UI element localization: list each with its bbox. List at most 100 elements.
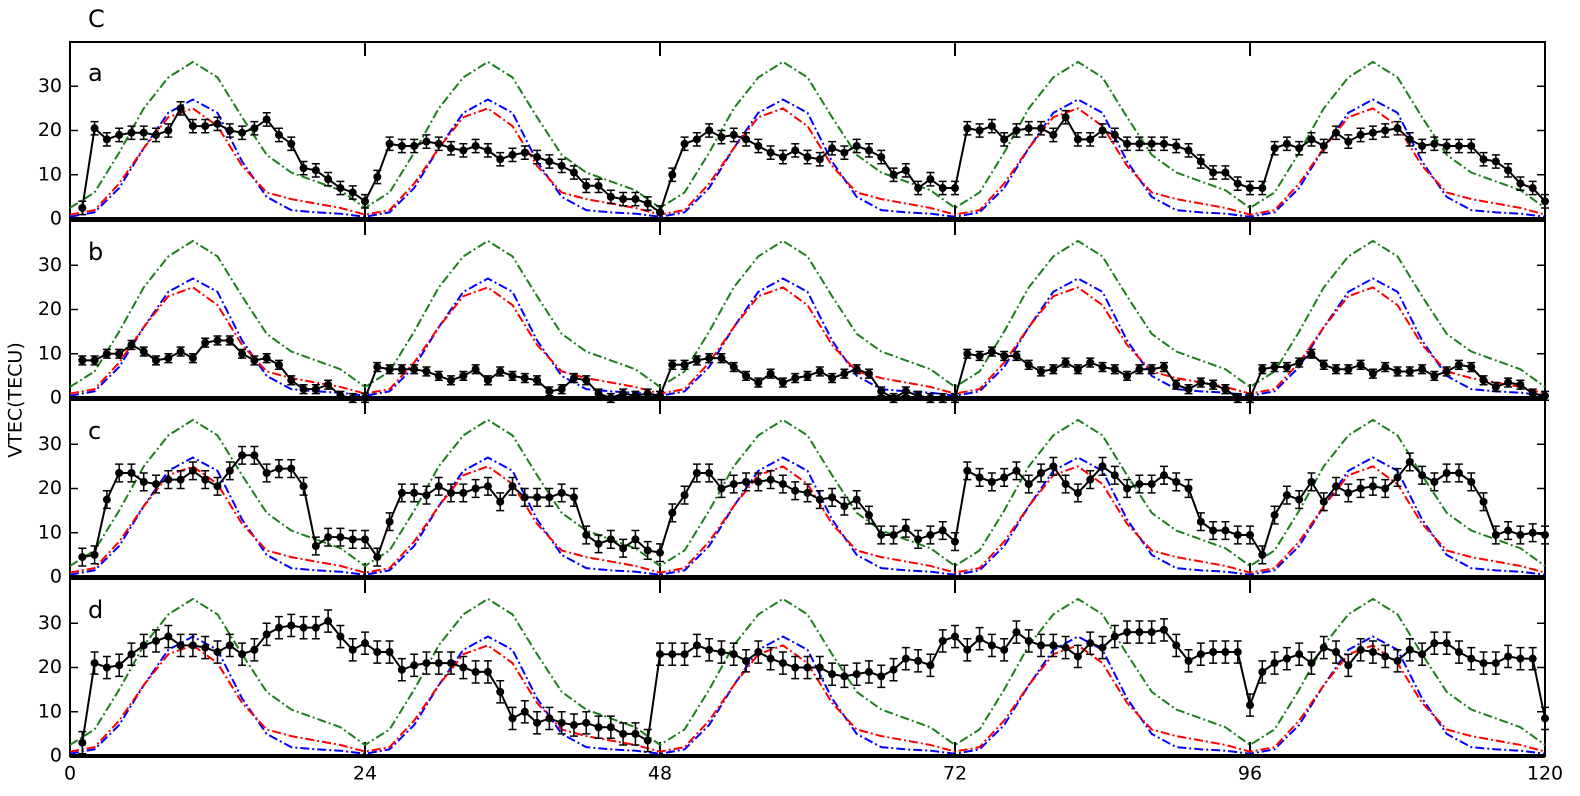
y-tick-label: 20 — [38, 119, 62, 141]
data-point — [889, 530, 898, 539]
data-point — [1270, 363, 1279, 372]
data-point — [1172, 380, 1181, 389]
data-point — [164, 126, 173, 135]
data-point — [287, 621, 296, 630]
data-point — [975, 473, 984, 482]
data-point — [1307, 477, 1316, 486]
data-point — [1184, 656, 1193, 665]
data-point — [483, 376, 492, 385]
data-point — [631, 195, 640, 204]
data-point — [1086, 358, 1095, 367]
data-point — [102, 135, 111, 144]
data-point — [213, 336, 222, 345]
data-point — [987, 477, 996, 486]
data-point — [459, 146, 468, 155]
data-point — [1086, 135, 1095, 144]
data-point — [459, 371, 468, 380]
data-point — [1393, 124, 1402, 133]
y-tick-label: 20 — [38, 298, 62, 320]
data-point — [951, 184, 959, 193]
data-point — [582, 376, 591, 385]
data-point — [520, 707, 529, 716]
data-point — [754, 378, 763, 387]
data-point — [705, 645, 714, 654]
data-point — [569, 721, 578, 730]
data-point — [815, 663, 824, 672]
data-point — [238, 650, 247, 659]
data-point — [533, 153, 542, 162]
data-point — [766, 369, 775, 378]
data-point — [385, 517, 394, 526]
data-point — [717, 484, 726, 493]
data-point — [987, 122, 996, 131]
data-point — [336, 632, 345, 641]
data-point — [176, 347, 185, 356]
data-point — [1504, 652, 1513, 661]
data-point — [1332, 128, 1341, 137]
panel-label: b — [88, 238, 103, 266]
data-point — [1393, 367, 1402, 376]
data-point — [496, 367, 505, 376]
data-point — [545, 157, 554, 166]
data-point — [1344, 488, 1353, 497]
data-point — [594, 389, 603, 398]
y-tick-label: 20 — [38, 477, 62, 499]
data-point — [803, 488, 812, 497]
data-point — [1233, 648, 1242, 657]
x-tick-label: 96 — [1238, 763, 1262, 785]
data-point — [176, 475, 185, 484]
data-point — [1246, 184, 1254, 193]
data-point — [1246, 530, 1254, 539]
data-point — [1012, 466, 1021, 475]
data-point — [1319, 141, 1328, 150]
data-point — [1295, 495, 1304, 504]
data-point — [828, 670, 837, 679]
y-tick-label: 30 — [38, 75, 62, 97]
data-point — [373, 363, 382, 372]
data-point — [496, 155, 505, 164]
data-point — [1123, 139, 1132, 148]
data-point — [680, 139, 689, 148]
data-point — [1159, 139, 1168, 148]
data-point — [115, 349, 124, 358]
data-point — [1184, 484, 1193, 493]
data-point — [397, 365, 406, 374]
y-tick-label: 0 — [50, 745, 62, 767]
data-point — [803, 153, 812, 162]
data-point — [889, 170, 898, 179]
x-tick-label: 72 — [943, 763, 967, 785]
data-point — [201, 122, 210, 131]
data-point — [1110, 471, 1119, 480]
data-point — [1516, 530, 1525, 539]
observed-line — [82, 454, 1546, 560]
data-point — [840, 672, 849, 681]
data-point — [1024, 124, 1033, 133]
data-point — [1356, 484, 1365, 493]
data-point — [188, 641, 197, 650]
data-point — [987, 347, 996, 356]
data-point — [877, 153, 886, 162]
data-point — [1467, 141, 1476, 150]
data-point — [311, 623, 320, 632]
data-point — [582, 181, 591, 190]
data-point — [1356, 360, 1365, 369]
data-point — [152, 130, 161, 139]
data-point — [1049, 130, 1058, 139]
data-point — [287, 376, 296, 385]
data-point — [1135, 365, 1144, 374]
data-point — [139, 347, 148, 356]
data-point — [508, 714, 517, 723]
data-point — [397, 488, 406, 497]
data-point — [1282, 363, 1291, 372]
data-point — [348, 535, 357, 544]
data-point — [1024, 480, 1033, 489]
data-point — [533, 718, 542, 727]
data-point — [152, 480, 161, 489]
data-point — [262, 354, 271, 363]
data-point — [373, 172, 382, 181]
data-point — [901, 524, 910, 533]
data-point — [1491, 659, 1500, 668]
data-point — [520, 493, 529, 502]
data-point — [963, 645, 972, 654]
panel-label: a — [88, 59, 103, 87]
